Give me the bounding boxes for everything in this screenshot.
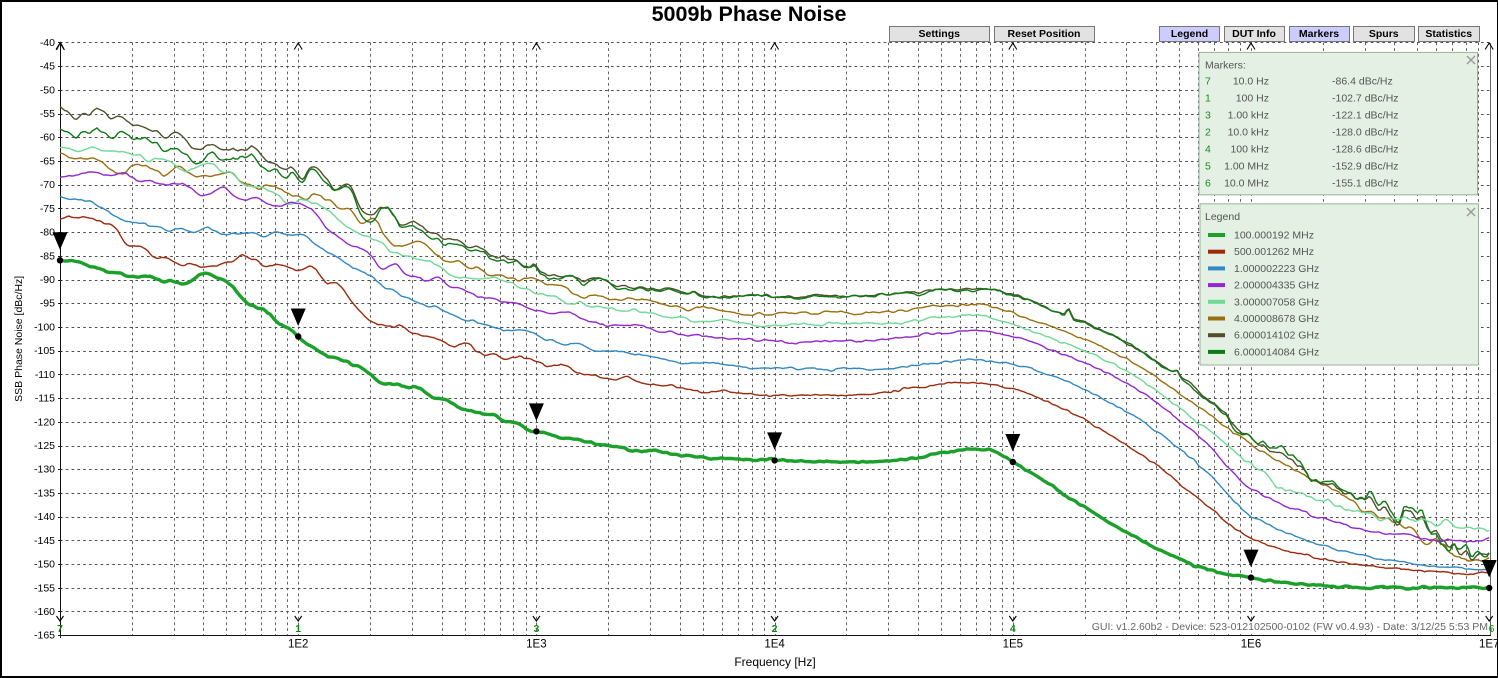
svg-text:-50: -50 bbox=[40, 84, 55, 96]
svg-text:3.000007058 GHz: 3.000007058 GHz bbox=[1234, 296, 1319, 308]
svg-text:1E5: 1E5 bbox=[1003, 639, 1023, 651]
svg-text:3: 3 bbox=[533, 623, 539, 635]
svg-text:1: 1 bbox=[1205, 93, 1211, 105]
svg-text:-128.0 dBc/Hz: -128.0 dBc/Hz bbox=[1332, 127, 1399, 139]
svg-text:-75: -75 bbox=[40, 203, 55, 215]
svg-text:-155: -155 bbox=[34, 582, 55, 594]
svg-text:-60: -60 bbox=[40, 132, 55, 144]
svg-text:4.000008678 GHz: 4.000008678 GHz bbox=[1234, 313, 1319, 325]
svg-text:-100: -100 bbox=[34, 321, 55, 333]
svg-text:1.00 kHz: 1.00 kHz bbox=[1228, 110, 1269, 122]
svg-text:5: 5 bbox=[1205, 161, 1211, 173]
svg-text:Legend: Legend bbox=[1205, 211, 1240, 223]
svg-text:-86.4 dBc/Hz: -86.4 dBc/Hz bbox=[1332, 76, 1393, 88]
svg-text:-122.1 dBc/Hz: -122.1 dBc/Hz bbox=[1332, 110, 1399, 122]
svg-text:-90: -90 bbox=[40, 274, 55, 286]
svg-text:6.000014102 GHz: 6.000014102 GHz bbox=[1234, 330, 1319, 342]
svg-text:-70: -70 bbox=[40, 179, 55, 191]
svg-text:1E4: 1E4 bbox=[764, 639, 785, 651]
svg-text:-85: -85 bbox=[40, 250, 55, 262]
svg-text:-165: -165 bbox=[34, 630, 55, 642]
svg-text:1.00 MHz: 1.00 MHz bbox=[1224, 161, 1269, 173]
svg-text:-65: -65 bbox=[40, 156, 55, 168]
svg-text:100 kHz: 100 kHz bbox=[1230, 144, 1269, 156]
svg-text:7: 7 bbox=[57, 623, 63, 635]
svg-text:1E6: 1E6 bbox=[1241, 639, 1261, 651]
svg-text:-125: -125 bbox=[34, 440, 55, 452]
svg-text:4: 4 bbox=[1010, 623, 1016, 635]
svg-text:-105: -105 bbox=[34, 345, 55, 357]
svg-text:-45: -45 bbox=[40, 61, 55, 73]
svg-text:-55: -55 bbox=[40, 108, 55, 120]
svg-text:GUI: v1.2.60b2 - Device: 523-0: GUI: v1.2.60b2 - Device: 523-012102500-0… bbox=[1092, 621, 1488, 633]
svg-text:-128.6 dBc/Hz: -128.6 dBc/Hz bbox=[1332, 144, 1399, 156]
svg-text:500.001262 MHz: 500.001262 MHz bbox=[1234, 246, 1314, 258]
svg-text:-110: -110 bbox=[35, 369, 55, 381]
svg-text:-135: -135 bbox=[34, 487, 55, 499]
svg-text:6: 6 bbox=[1205, 178, 1211, 190]
svg-text:-152.9 dBc/Hz: -152.9 dBc/Hz bbox=[1332, 161, 1399, 173]
svg-text:Frequency [Hz]: Frequency [Hz] bbox=[734, 655, 815, 669]
svg-text:6.000014084 GHz: 6.000014084 GHz bbox=[1234, 346, 1319, 358]
svg-text:-160: -160 bbox=[34, 606, 55, 618]
svg-text:-145: -145 bbox=[34, 535, 55, 547]
svg-text:1.000002223 GHz: 1.000002223 GHz bbox=[1234, 263, 1319, 275]
svg-text:7: 7 bbox=[1205, 76, 1211, 88]
svg-text:-102.7 dBc/Hz: -102.7 dBc/Hz bbox=[1332, 93, 1399, 105]
svg-text:3: 3 bbox=[1205, 110, 1211, 122]
svg-text:1E3: 1E3 bbox=[526, 639, 546, 651]
svg-text:-115: -115 bbox=[35, 393, 55, 405]
svg-text:2: 2 bbox=[772, 623, 778, 635]
svg-text:1E2: 1E2 bbox=[288, 639, 308, 651]
svg-text:2: 2 bbox=[1205, 127, 1211, 139]
svg-text:1E7: 1E7 bbox=[1479, 639, 1498, 651]
svg-text:-95: -95 bbox=[40, 298, 55, 310]
svg-text:-155.1 dBc/Hz: -155.1 dBc/Hz bbox=[1332, 178, 1399, 190]
svg-text:1: 1 bbox=[295, 623, 301, 635]
svg-text:10.0 MHz: 10.0 MHz bbox=[1224, 178, 1269, 190]
svg-text:Markers:: Markers: bbox=[1205, 60, 1246, 72]
svg-text:-140: -140 bbox=[34, 511, 55, 523]
svg-text:100 Hz: 100 Hz bbox=[1236, 93, 1269, 105]
svg-text:-120: -120 bbox=[34, 416, 55, 428]
svg-text:6: 6 bbox=[1489, 623, 1495, 635]
svg-text:10.0 Hz: 10.0 Hz bbox=[1233, 76, 1269, 88]
svg-text:-40: -40 bbox=[40, 37, 55, 49]
svg-text:2.000004335 GHz: 2.000004335 GHz bbox=[1234, 280, 1319, 292]
svg-text:-150: -150 bbox=[34, 559, 55, 571]
svg-text:-80: -80 bbox=[40, 227, 55, 239]
svg-text:10.0 kHz: 10.0 kHz bbox=[1228, 127, 1269, 139]
svg-text:SSB Phase Noise [dBc/Hz]: SSB Phase Noise [dBc/Hz] bbox=[13, 276, 25, 402]
svg-text:-130: -130 bbox=[34, 464, 55, 476]
svg-text:100.000192 MHz: 100.000192 MHz bbox=[1234, 230, 1314, 242]
svg-text:4: 4 bbox=[1205, 144, 1211, 156]
